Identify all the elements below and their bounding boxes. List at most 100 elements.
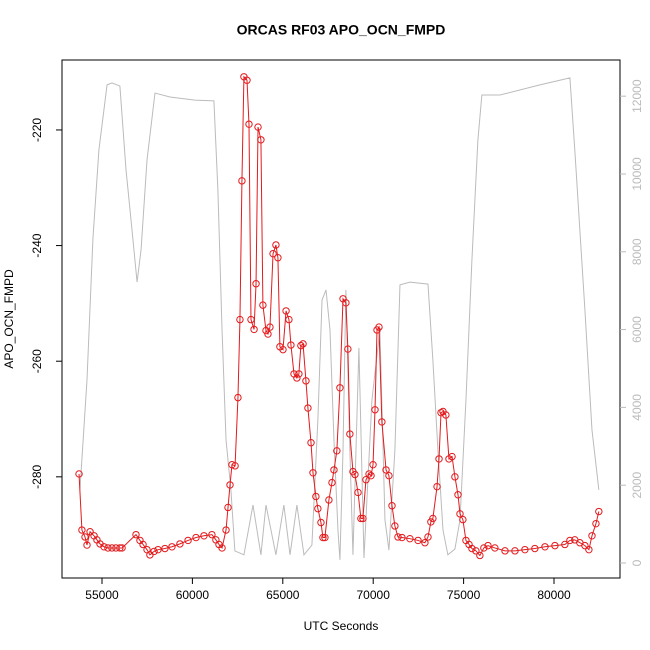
data-point xyxy=(192,533,200,542)
data-point xyxy=(421,539,429,547)
data-point xyxy=(234,393,242,402)
data-point xyxy=(257,136,265,144)
data-point xyxy=(132,530,140,539)
data-point xyxy=(83,541,91,549)
chart-title: ORCAS RF03 APO_OCN_FMPD xyxy=(237,22,446,38)
x-tick-label: 55000 xyxy=(85,588,119,602)
data-point xyxy=(342,299,350,307)
data-point xyxy=(287,341,295,349)
data-point xyxy=(354,488,362,497)
data-point xyxy=(491,544,499,552)
data-point xyxy=(382,466,390,474)
data-point xyxy=(336,384,344,392)
x-axis-label: UTC Seconds xyxy=(304,619,379,633)
data-point xyxy=(269,249,277,258)
data-point xyxy=(435,455,443,463)
data-point xyxy=(459,515,467,524)
y2-tick-label: 8000 xyxy=(630,238,644,265)
data-point xyxy=(312,492,320,501)
data-point xyxy=(454,491,462,499)
data-point xyxy=(309,469,317,477)
x-tick-label: 70000 xyxy=(357,588,391,602)
data-point xyxy=(226,481,234,489)
data-point xyxy=(566,536,574,545)
data-point xyxy=(208,530,216,539)
y-tick-label: -280 xyxy=(30,465,44,489)
data-point xyxy=(541,543,549,551)
data-point xyxy=(116,544,124,552)
data-point xyxy=(391,522,399,530)
data-point xyxy=(375,323,383,331)
data-point xyxy=(429,514,437,523)
data-point xyxy=(595,507,603,516)
data-point xyxy=(328,478,336,487)
data-point xyxy=(150,547,158,556)
data-point xyxy=(406,534,414,543)
data-point xyxy=(369,460,377,469)
data-point xyxy=(333,447,341,455)
data-point xyxy=(398,533,406,542)
data-point xyxy=(200,532,208,540)
data-point xyxy=(307,439,315,447)
series-line xyxy=(79,77,600,560)
y2-tick-label: 4000 xyxy=(630,394,644,421)
data-point xyxy=(108,544,116,552)
data-point xyxy=(551,541,559,550)
data-point xyxy=(321,533,329,542)
data-point xyxy=(75,470,83,478)
data-point xyxy=(344,345,352,353)
data-point xyxy=(561,540,569,549)
data-point xyxy=(484,541,492,550)
data-point xyxy=(531,544,539,553)
y-axis-label: APO_OCN_FMPD xyxy=(2,269,16,369)
data-point xyxy=(472,547,480,555)
data-point xyxy=(100,543,108,551)
data-point xyxy=(282,307,290,315)
data-point xyxy=(243,76,251,84)
data-point xyxy=(285,315,293,324)
data-point xyxy=(367,471,375,480)
data-point xyxy=(476,551,484,560)
data-point xyxy=(264,330,272,338)
data-point xyxy=(394,533,402,541)
y2-tick-label: 2000 xyxy=(630,472,644,499)
data-point xyxy=(118,544,126,552)
data-point xyxy=(424,533,432,541)
data-point xyxy=(299,340,307,348)
data-point xyxy=(302,377,310,385)
x-tick-label: 75000 xyxy=(447,588,481,602)
data-point xyxy=(293,374,301,382)
series-line xyxy=(78,75,600,557)
data-point xyxy=(448,452,456,461)
data-point xyxy=(414,536,422,545)
data-point xyxy=(168,543,176,551)
data-point xyxy=(480,544,488,552)
data-point xyxy=(501,547,509,555)
data-point xyxy=(184,536,192,545)
data-point xyxy=(279,345,287,354)
data-point xyxy=(433,482,441,491)
data-point xyxy=(222,526,230,534)
y2-tick-label: 10000 xyxy=(630,157,644,191)
data-point xyxy=(272,241,280,249)
data-point xyxy=(224,503,232,512)
data-point xyxy=(297,341,305,350)
data-point xyxy=(351,470,359,479)
data-point xyxy=(359,514,367,523)
data-point xyxy=(511,547,519,555)
data-point xyxy=(247,315,255,324)
y-tick-label: -260 xyxy=(30,349,44,373)
data-point xyxy=(304,404,312,412)
data-point xyxy=(259,301,267,309)
data-point xyxy=(236,315,244,324)
data-point xyxy=(362,476,370,484)
data-point xyxy=(81,533,89,541)
y2-tick-label: 0 xyxy=(630,559,644,566)
data-point xyxy=(357,514,365,523)
data-point xyxy=(154,545,162,554)
data-point xyxy=(442,411,450,419)
data-point xyxy=(139,540,147,549)
data-point xyxy=(385,471,393,480)
data-point xyxy=(388,502,396,510)
